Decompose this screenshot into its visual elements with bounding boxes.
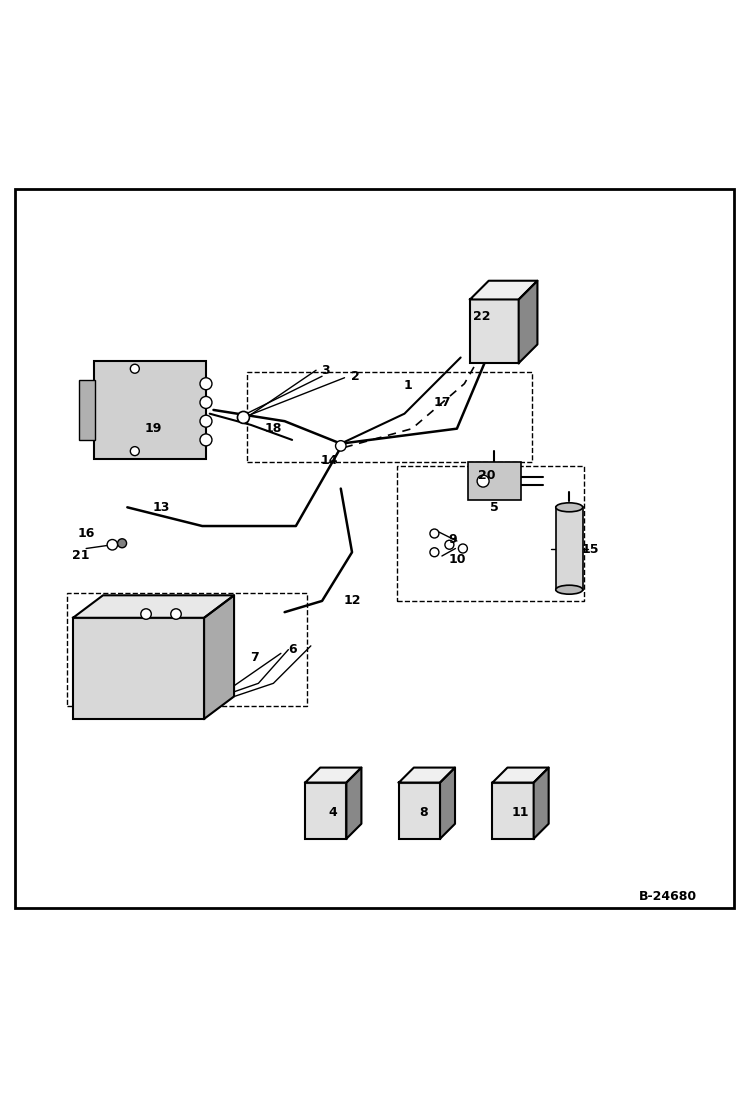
Text: 7: 7 [250,651,259,664]
Circle shape [171,609,181,620]
Text: 4: 4 [329,805,338,818]
Text: B-24680: B-24680 [638,891,697,903]
Text: 14: 14 [321,454,339,466]
Polygon shape [399,768,455,782]
Circle shape [458,544,467,553]
Bar [397,466,584,601]
Text: 5: 5 [490,501,499,513]
Circle shape [200,434,212,445]
Text: 15: 15 [581,543,599,556]
Circle shape [336,441,346,451]
Text: 17: 17 [433,396,451,409]
Polygon shape [346,768,362,839]
Circle shape [130,364,139,373]
Text: 2: 2 [351,370,360,383]
Text: 3: 3 [321,364,330,376]
Bar [94,361,206,459]
Bar [67,593,307,705]
Text: 13: 13 [152,501,170,513]
Circle shape [445,540,454,550]
Circle shape [430,529,439,538]
Polygon shape [518,281,538,363]
Text: 12: 12 [343,595,361,608]
Bar [556,507,583,590]
Bar [79,380,95,440]
Polygon shape [533,768,548,839]
Circle shape [477,475,489,487]
Polygon shape [440,768,455,839]
Circle shape [430,547,439,557]
Bar [306,782,346,839]
Circle shape [237,411,249,423]
Bar [470,299,519,363]
Circle shape [107,540,118,550]
Text: 11: 11 [512,805,530,818]
Text: 6: 6 [288,643,297,656]
Circle shape [118,539,127,547]
Ellipse shape [556,585,583,595]
Bar [468,462,521,500]
Polygon shape [493,768,548,782]
Polygon shape [470,281,538,299]
Bar [493,782,534,839]
Ellipse shape [556,502,583,512]
Circle shape [200,377,212,389]
Text: 19: 19 [145,422,163,436]
Polygon shape [73,596,234,618]
Text: 20: 20 [478,468,496,482]
Text: 21: 21 [72,550,90,563]
Circle shape [130,446,139,455]
Circle shape [200,396,212,408]
Bar [399,782,440,839]
Text: 8: 8 [419,805,428,818]
Text: 9: 9 [449,533,458,546]
Text: 22: 22 [473,309,491,323]
Bar [247,373,532,462]
Text: 1: 1 [404,378,413,392]
Polygon shape [306,768,362,782]
Text: 16: 16 [77,527,95,540]
Polygon shape [204,596,234,719]
Circle shape [141,609,151,620]
Bar [73,618,204,719]
Circle shape [200,415,212,427]
Text: 18: 18 [264,422,282,436]
Text: 10: 10 [448,553,466,566]
